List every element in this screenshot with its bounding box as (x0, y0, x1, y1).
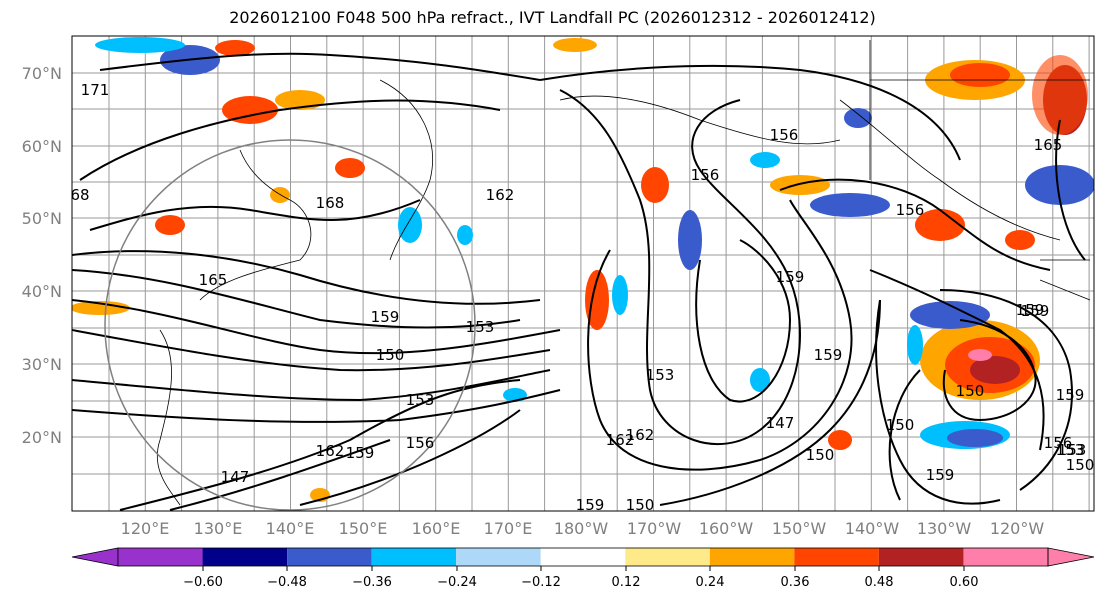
contour-label: 156 (406, 434, 435, 452)
contour-label: 150 (956, 382, 985, 400)
lat-label: 70°N (22, 64, 62, 83)
colorbar-extend-low (71, 547, 119, 567)
contour-label: 168 (316, 194, 345, 212)
contour-label: 159 (926, 466, 955, 484)
contour-label: 150 (376, 346, 405, 364)
lon-label: 130°W (917, 519, 972, 538)
contour-label: 159 (371, 308, 400, 326)
contour-label: 156 (1044, 434, 1073, 452)
colorbar-tick-label: 0.60 (950, 575, 979, 590)
colorbar-tick-label: −0.12 (521, 575, 561, 590)
contour-label: 159 (1021, 302, 1050, 320)
contour-label: 159 (1056, 386, 1085, 404)
colorbar-tick-label: −0.60 (183, 575, 223, 590)
longitude-labels: 120°E 130°E 140°E 150°E 160°E 170°E 180°W 170°W… (121, 519, 1045, 538)
colorbar-tick-label: 0.24 (696, 575, 725, 590)
contour-label: 159 (346, 444, 375, 462)
contour-label: 150 (1066, 456, 1095, 474)
colorbar-swatch (709, 548, 795, 566)
contour-label: 162 (316, 442, 345, 460)
lon-label: 170°W (627, 519, 682, 538)
lon-label: 130°E (194, 519, 243, 538)
contour-label: 162 (626, 426, 655, 444)
lat-label: 30°N (22, 355, 62, 374)
contour-label: 147 (221, 468, 250, 486)
colorbar-swatch (202, 548, 288, 566)
height-contours (72, 52, 1086, 511)
colorbar-swatch (456, 548, 541, 566)
colorbar-extend-high (1047, 547, 1095, 567)
map-frame (71, 35, 1095, 512)
colorbar-swatch (118, 548, 203, 566)
chart-title: 2026012100 F048 500 hPa refract., IVT La… (229, 8, 876, 27)
contour-label: 162 (606, 431, 635, 449)
colorbar-tick-label: 0.48 (865, 575, 894, 590)
lon-label: 120°W (990, 519, 1045, 538)
contour-label: 159 (814, 346, 843, 364)
lon-label: 150°E (339, 519, 388, 538)
colorbar-tick-label: 0.36 (781, 575, 810, 590)
contour-label: 150 (626, 496, 655, 514)
contour-label: 68 (70, 186, 89, 204)
lat-label: 40°N (22, 282, 62, 301)
colorbar: −0.60 −0.48 −0.36 −0.24 −0.12 0.12 0.24 0.36 0.4… (71, 547, 1095, 590)
colorbar-swatch (878, 548, 964, 566)
contour-label: 162 (486, 186, 515, 204)
coastlines (156, 40, 1091, 506)
colorbar-swatch (371, 548, 457, 566)
anomaly-shading (72, 37, 1094, 502)
lon-label: 140°W (845, 519, 900, 538)
contour-label: 153 (466, 318, 495, 336)
contour-label: 165 (1034, 136, 1063, 154)
contour-label: 147 (766, 414, 795, 432)
lon-label: 180°W (554, 519, 609, 538)
contour-label: 153 (406, 391, 435, 409)
colorbar-tick-label: −0.24 (437, 575, 477, 590)
contour-label: 150 (886, 416, 915, 434)
contour-label: 153 (646, 366, 675, 384)
lon-label: 170°E (484, 519, 533, 538)
contour-label: 165 (199, 271, 228, 289)
lon-label: 160°E (412, 519, 461, 538)
contour-label: 159 (576, 496, 605, 514)
lon-label: 140°E (266, 519, 315, 538)
contour-label: 159 (1016, 301, 1045, 319)
contour-label: 156 (896, 201, 925, 219)
colorbar-swatch (963, 548, 1048, 566)
lat-label: 50°N (22, 209, 62, 228)
colorbar-tick-label: 0.12 (612, 575, 641, 590)
contour-label: 171 (81, 81, 110, 99)
range-circle (104, 139, 476, 511)
lat-label: 20°N (22, 428, 62, 447)
colorbar-tick-label: −0.48 (267, 575, 307, 590)
contour-label: 153 (1058, 441, 1087, 459)
map-plot-area (72, 36, 1094, 511)
colorbar-swatch (625, 548, 710, 566)
contour-label: 156 (770, 126, 799, 144)
contour-label: 150 (806, 446, 835, 464)
lon-label: 150°W (772, 519, 827, 538)
colorbar-swatch (540, 548, 626, 566)
lat-label: 60°N (22, 137, 62, 156)
contour-label: 153 (1056, 441, 1085, 459)
colorbar-swatch (287, 548, 372, 566)
lon-label: 120°E (121, 519, 170, 538)
contour-label: 156 (691, 166, 720, 184)
colorbar-tick-label: −0.36 (352, 575, 392, 590)
colorbar-swatch (794, 548, 879, 566)
latitude-labels: 70°N 60°N 50°N 40°N 30°N 20°N (22, 64, 62, 447)
lon-label: 160°W (699, 519, 754, 538)
contour-label: 159 (776, 268, 805, 286)
contour-labels: 1711681651621591561591531501531471621591… (70, 81, 1094, 514)
